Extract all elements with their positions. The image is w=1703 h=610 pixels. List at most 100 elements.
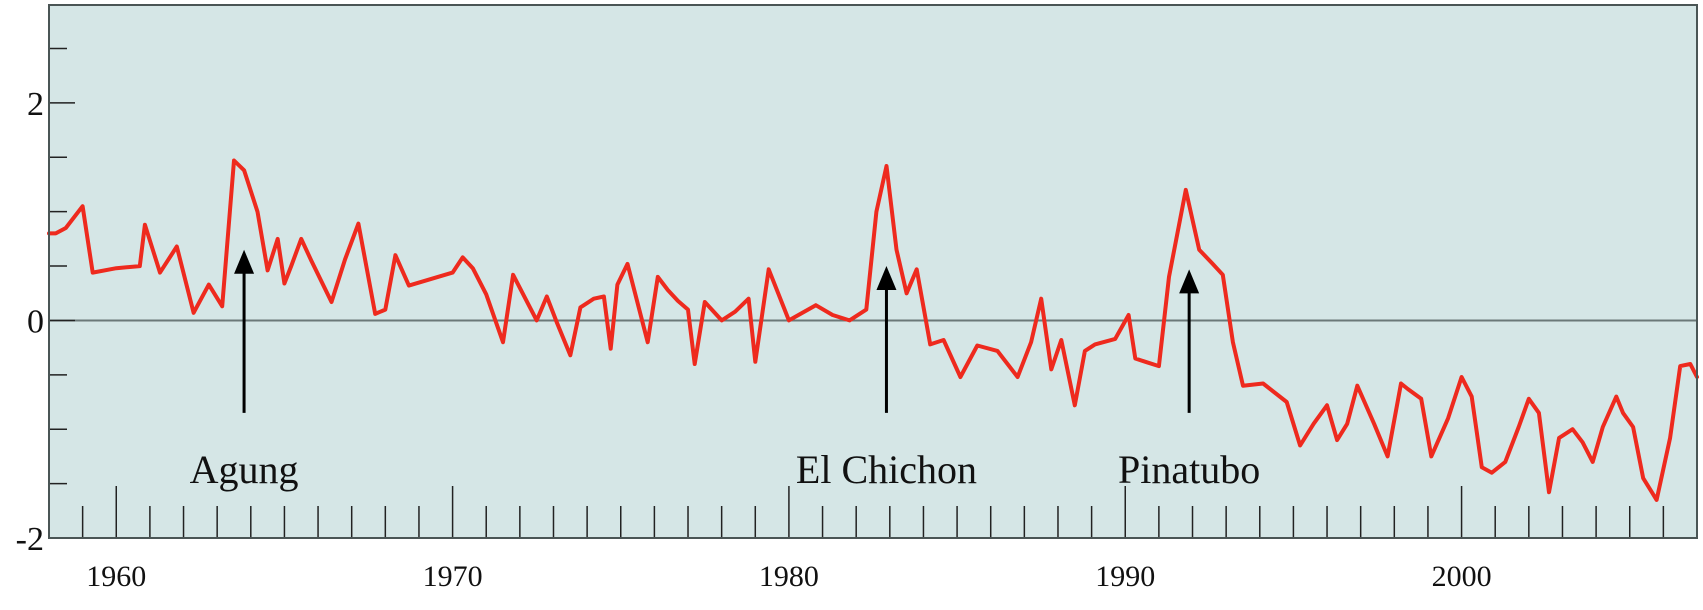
data-point (1083, 349, 1087, 353)
data-point (1157, 364, 1161, 368)
data-point (626, 262, 629, 266)
data-point (1211, 262, 1214, 266)
data-point (471, 267, 474, 270)
data-point (1134, 357, 1137, 360)
data-point (703, 300, 707, 304)
data-point (310, 259, 313, 262)
data-point (1346, 422, 1349, 425)
data-point (1406, 387, 1409, 391)
data-point (1261, 382, 1265, 385)
data-point (592, 297, 596, 300)
x-tick-labels: 1960 1970 1980 1990 2000 (86, 560, 1491, 593)
data-point (1557, 436, 1561, 440)
data-point (1113, 337, 1117, 341)
data-point (646, 341, 649, 344)
data-point (1241, 384, 1245, 387)
y-tick-label: -2 (16, 521, 44, 558)
data-point (1298, 444, 1302, 447)
y-tick-labels: -2 0 2 (16, 86, 44, 558)
data-point (1581, 441, 1584, 444)
data-point (1504, 460, 1507, 464)
data-point (1446, 417, 1450, 420)
x-tick-label: 1970 (423, 560, 483, 593)
data-point (1372, 422, 1376, 425)
data-point (138, 264, 142, 268)
data-point (1335, 438, 1339, 442)
data-point (384, 308, 387, 311)
annotations: Agung El Chichon Pinatubo (190, 249, 1260, 492)
data-point (1631, 425, 1635, 429)
annotation-label: Pinatubo (1118, 447, 1260, 492)
data-point (1167, 275, 1171, 279)
data-point (875, 210, 878, 213)
data-point (831, 313, 834, 317)
data-point (865, 308, 868, 311)
data-point (1480, 466, 1483, 469)
data-point (676, 299, 680, 303)
data-point (54, 232, 57, 235)
data-point (656, 275, 659, 279)
data-point (996, 349, 999, 353)
x-tick-label: 1960 (86, 560, 146, 593)
data-point (1470, 395, 1473, 398)
data-point (747, 297, 750, 300)
data-point (545, 295, 548, 298)
data-point (511, 273, 515, 276)
data-point (64, 226, 68, 230)
data-point (266, 269, 269, 272)
x-tick-label: 2000 (1432, 560, 1492, 593)
series-group (47, 158, 1699, 502)
data-point (143, 223, 147, 226)
data-point (461, 256, 464, 259)
data-point (175, 245, 179, 248)
data-point (1184, 188, 1187, 192)
data-point (1029, 341, 1033, 344)
data-point (158, 271, 162, 274)
data-point (569, 354, 572, 357)
data-point (942, 338, 945, 342)
annotation-arrowhead (234, 249, 255, 274)
data-point (242, 169, 246, 172)
data-point (814, 304, 818, 307)
data-point (535, 319, 538, 322)
data-point (1386, 455, 1389, 458)
data-point (733, 310, 737, 313)
data-point (579, 306, 582, 309)
data-point (1016, 375, 1019, 379)
data-point (602, 295, 606, 298)
y-tick-label: 2 (27, 86, 44, 123)
data-point (1601, 425, 1605, 429)
data-point (1325, 404, 1329, 407)
data-point (81, 205, 84, 208)
annotation-arrowhead (1179, 269, 1200, 294)
data-point (1093, 343, 1097, 346)
data-point (374, 312, 377, 316)
data-point (1231, 341, 1235, 344)
data-point (1621, 411, 1625, 415)
data-point (1420, 397, 1423, 400)
data-point (666, 288, 670, 292)
data-point (485, 293, 488, 296)
data-point (915, 268, 918, 271)
data-point (1537, 411, 1541, 415)
data-point (754, 360, 757, 363)
y-tick-label: 0 (27, 303, 44, 340)
data-point (300, 237, 303, 241)
data-point (525, 299, 528, 303)
data-point (1689, 362, 1692, 366)
axis-tick-marks (48, 47, 1698, 539)
data-point (767, 268, 770, 271)
data-point (232, 159, 236, 162)
data-point (1127, 313, 1130, 317)
data-point (357, 222, 360, 225)
data-point (1527, 397, 1531, 400)
data-point (1490, 471, 1494, 474)
data-point (1678, 364, 1682, 368)
data-point (1356, 384, 1359, 387)
data-point (256, 210, 259, 213)
data-point (289, 264, 293, 268)
data-point (1399, 382, 1403, 385)
data-point (330, 300, 333, 304)
data-point (283, 282, 286, 285)
plot-frame (48, 4, 1698, 539)
